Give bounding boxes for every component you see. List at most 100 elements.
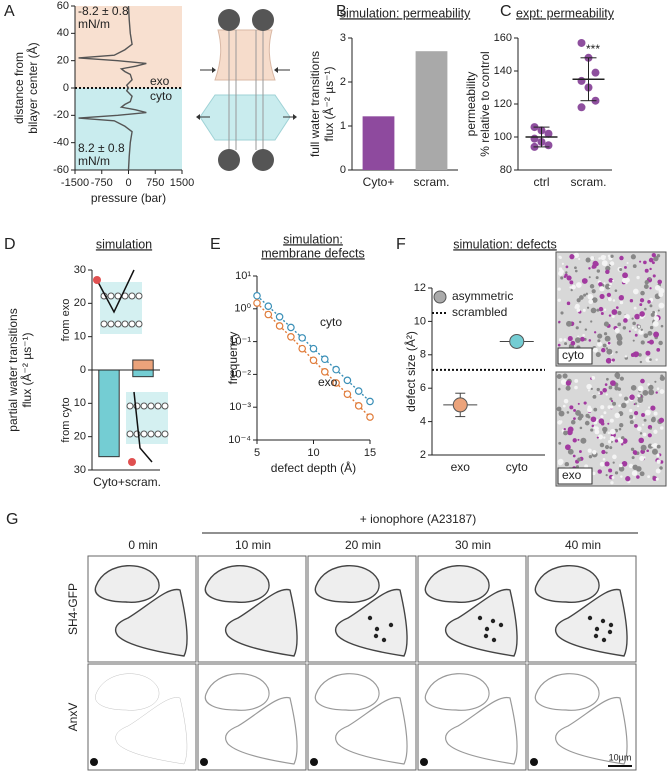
x-tick-label: 10	[307, 447, 319, 459]
puncta	[601, 637, 607, 643]
snapshot-speckle	[655, 468, 661, 474]
snapshot-speckle	[647, 383, 651, 386]
scale-bar-label: 10µm	[609, 752, 632, 762]
snapshot-label: exo	[562, 468, 582, 482]
snapshot-speckle	[625, 476, 631, 482]
y-axis-label: flux (Å⁻² µs⁻¹)	[321, 67, 336, 142]
snapshot-speckle	[601, 260, 608, 267]
snapshot-speckle	[566, 411, 570, 414]
point	[354, 402, 363, 410]
snapshot-speckle	[617, 322, 622, 327]
snapshot-speckle	[573, 417, 576, 420]
snapshot-speckle	[558, 270, 564, 276]
side-label: from cyto	[60, 397, 72, 442]
snapshot-speckle	[638, 353, 642, 357]
snapshot-speckle	[624, 265, 627, 269]
snapshot-speckle	[603, 436, 606, 439]
snapshot-speckle	[579, 295, 584, 300]
snapshot-speckle	[629, 299, 634, 303]
snapshot-speckle	[637, 385, 644, 392]
lipid-head	[161, 430, 169, 438]
snapshot-speckle	[558, 320, 561, 324]
snapshot-speckle	[621, 295, 624, 298]
snapshot-speckle	[655, 477, 659, 481]
snapshot-speckle	[601, 347, 606, 353]
point	[343, 390, 352, 398]
snapshot-speckle	[653, 255, 659, 262]
chart-title: simulation: permeability	[340, 6, 471, 20]
snapshot-speckle	[604, 283, 611, 290]
channel-label: AnxV	[66, 703, 80, 732]
snapshot-speckle	[608, 278, 614, 283]
snapshot-speckle	[607, 297, 612, 302]
snapshot-speckle	[644, 280, 649, 285]
snapshot-speckle	[631, 326, 635, 329]
timepoint-label: 10 min	[235, 538, 271, 552]
snapshot-speckle	[650, 405, 656, 411]
snapshot-speckle	[609, 428, 616, 435]
point	[298, 334, 307, 342]
snapshot-speckle	[639, 432, 643, 435]
snapshot-speckle	[620, 436, 625, 440]
lipid-head	[107, 292, 115, 300]
snapshot-speckle	[647, 475, 651, 479]
snapshot-speckle	[620, 475, 623, 478]
snapshot-speckle	[634, 333, 638, 337]
series-label: exo	[318, 375, 338, 389]
snapshot-speckle	[658, 302, 665, 309]
point	[577, 76, 586, 85]
snapshot-speckle	[590, 387, 593, 390]
snapshot-speckle	[647, 340, 650, 344]
snapshot-speckle	[653, 316, 659, 322]
snapshot-speckle	[577, 335, 580, 338]
point	[509, 333, 525, 349]
snapshot-speckle	[572, 438, 577, 443]
point	[275, 313, 284, 321]
puncta	[477, 615, 483, 621]
snapshot-speckle	[653, 429, 658, 434]
snapshot-speckle	[558, 338, 563, 342]
snapshot-speckle	[619, 300, 624, 305]
snapshot-speckle	[562, 373, 568, 379]
point	[577, 38, 586, 47]
panel-label: C	[500, 3, 512, 20]
y-tick-label: 20	[74, 297, 86, 309]
y-tick-label: 4	[420, 416, 426, 428]
lipid-head	[121, 320, 129, 328]
snapshot-speckle	[633, 306, 637, 310]
snapshot-speckle	[630, 254, 636, 260]
snapshot-speckle	[658, 288, 665, 294]
micrograph	[197, 663, 307, 771]
snapshot-speckle	[637, 394, 641, 398]
snapshot-speckle	[557, 387, 561, 391]
snapshot-speckle	[584, 328, 588, 331]
snapshot-speckle	[654, 285, 661, 291]
point	[309, 344, 318, 353]
snapshot-speckle	[605, 474, 608, 477]
timepoint-label: 30 min	[455, 538, 491, 552]
panel-label: G	[6, 511, 18, 528]
snapshot-speckle	[612, 299, 616, 302]
chart-title: simulation	[96, 237, 152, 251]
snapshot-speckle	[648, 257, 654, 263]
cell	[335, 696, 408, 765]
snapshot-speckle	[565, 265, 569, 269]
snapshot-speckle	[642, 432, 647, 437]
snapshot-speckle	[649, 287, 652, 290]
y-tick-label: 10⁻¹	[229, 336, 251, 348]
puncta	[607, 629, 613, 635]
debris	[200, 758, 208, 766]
snapshot-speckle	[588, 267, 591, 270]
snapshot-speckle	[655, 358, 658, 361]
x-tick-label: Cyto+	[363, 175, 395, 189]
snapshot-speckle	[638, 437, 645, 444]
snapshot-speckle	[612, 279, 615, 282]
snapshot-speckle	[630, 447, 635, 452]
snapshot-speckle	[561, 262, 564, 265]
snapshot-speckle	[604, 461, 610, 467]
annotation: cyto	[150, 89, 172, 103]
snapshot-speckle	[595, 276, 599, 280]
point	[544, 129, 553, 138]
snapshot-speckle	[656, 444, 661, 449]
snapshot-speckle	[645, 350, 651, 356]
